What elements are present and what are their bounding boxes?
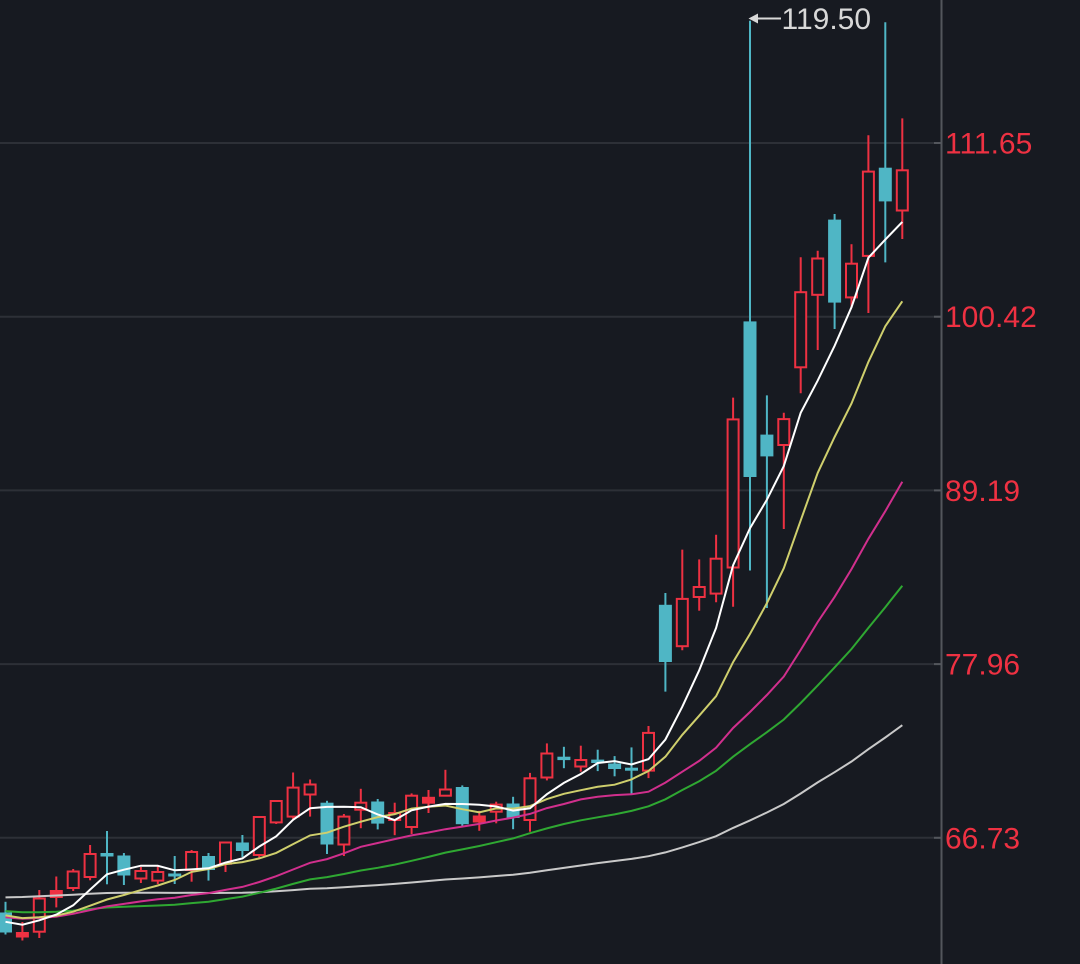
svg-text:66.73: 66.73 xyxy=(945,822,1020,855)
svg-text:77.96: 77.96 xyxy=(945,649,1020,682)
svg-text:100.42: 100.42 xyxy=(945,301,1037,334)
svg-text:119.50: 119.50 xyxy=(782,3,872,36)
svg-text:89.19: 89.19 xyxy=(945,475,1020,508)
svg-text:111.65: 111.65 xyxy=(945,128,1032,161)
